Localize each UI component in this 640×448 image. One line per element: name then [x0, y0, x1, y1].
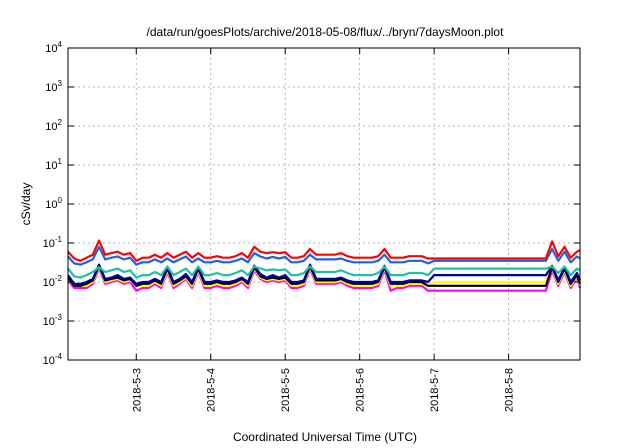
y-tick-label: 10-2 [43, 274, 63, 289]
series-line [67, 266, 582, 287]
y-tick-label: 102 [45, 118, 62, 133]
y-tick-base: 10 [45, 43, 57, 55]
y-tick-base: 10 [45, 82, 57, 94]
y-tick-label: 10-4 [43, 352, 63, 367]
series-line [67, 245, 581, 266]
y-axis-label: cSv/day [19, 183, 33, 226]
grid-lines [68, 48, 580, 360]
y-tick-label: 101 [45, 157, 62, 172]
y-tick-exponent: -2 [55, 274, 63, 283]
y-tick-base: 10 [45, 160, 57, 172]
y-tick-base: 10 [43, 316, 55, 328]
series-line [67, 263, 582, 285]
series-line [67, 264, 582, 287]
y-tick-label: 104 [45, 40, 62, 55]
y-tick-base: 10 [45, 121, 57, 133]
series-line [67, 265, 581, 279]
y-tick-label: 103 [45, 79, 62, 94]
y-tick-base: 10 [43, 238, 55, 250]
y-tick-exponent: 3 [58, 79, 63, 88]
y-tick-base: 10 [45, 199, 57, 211]
y-tick-exponent: -1 [55, 235, 63, 244]
x-tick-label: 2018-5-3 [131, 368, 143, 412]
y-tick-exponent: -4 [55, 352, 63, 361]
x-tick-label: 2018-5-5 [280, 368, 292, 412]
y-tick-label: 100 [45, 196, 62, 211]
x-tick-label: 2018-5-6 [355, 368, 367, 412]
y-tick-base: 10 [43, 277, 55, 289]
x-axis-label: Coordinated Universal Time (UTC) [233, 430, 417, 444]
y-tick-exponent: 2 [58, 118, 63, 127]
y-tick-base: 10 [43, 355, 55, 367]
x-tick-label: 2018-5-4 [206, 368, 218, 412]
x-tick-label: 2018-5-8 [504, 368, 516, 412]
y-tick-exponent: 1 [58, 157, 63, 166]
series-line [67, 239, 581, 262]
series-line [67, 267, 582, 292]
y-tick-exponent: 0 [58, 196, 63, 205]
x-axis: 2018-5-3 2018-5-4 2018-5-5 2018-5-6 2018-5-7… [131, 48, 516, 412]
y-tick-label: 10-1 [43, 235, 63, 250]
chart-title: /data/run/goesPlots/archive/2018-05-08/f… [147, 25, 505, 39]
y-tick-exponent: -3 [55, 313, 63, 322]
series-layer [67, 239, 582, 292]
y-tick-exponent: 4 [58, 40, 63, 49]
y-tick-label: 10-3 [43, 313, 63, 328]
x-tick-label: 2018-5-7 [429, 368, 441, 412]
